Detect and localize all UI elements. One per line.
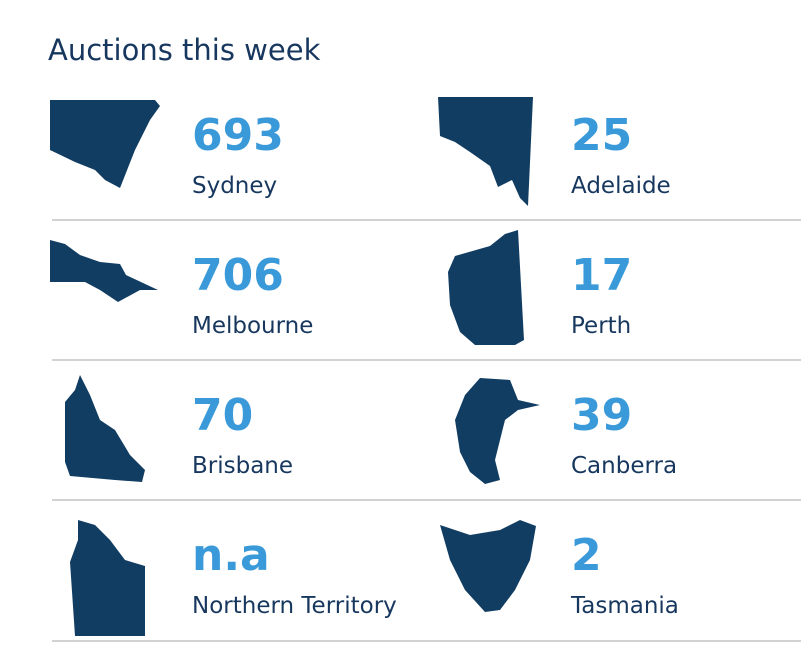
auction-count: 706 [192, 250, 284, 301]
city-name: Northern Territory [192, 593, 397, 619]
auction-count: 70 [192, 390, 253, 441]
city-name: Sydney [192, 173, 277, 199]
auction-count: n.a [192, 530, 270, 581]
city-name: Canberra [571, 453, 677, 479]
act-icon [455, 378, 540, 484]
separators [52, 219, 801, 642]
tas-icon [440, 520, 536, 612]
state-icons [50, 97, 540, 636]
auction-count: 693 [192, 110, 284, 161]
qld-icon [65, 375, 145, 482]
title: Auctions this week [48, 33, 321, 67]
city-name: Tasmania [570, 593, 679, 619]
auction-count: 39 [571, 390, 632, 441]
auction-count: 17 [571, 250, 632, 301]
sa-icon [438, 97, 533, 206]
city-name: Perth [571, 313, 631, 339]
nsw-icon [50, 100, 160, 188]
nt-icon [70, 520, 145, 636]
auction-count: 2 [571, 530, 602, 581]
city-name: Melbourne [192, 313, 313, 339]
vic-icon [50, 240, 158, 302]
city-name: Adelaide [571, 173, 671, 199]
wa-icon [448, 230, 524, 345]
auction-count: 25 [571, 110, 632, 161]
city-name: Brisbane [192, 453, 293, 479]
